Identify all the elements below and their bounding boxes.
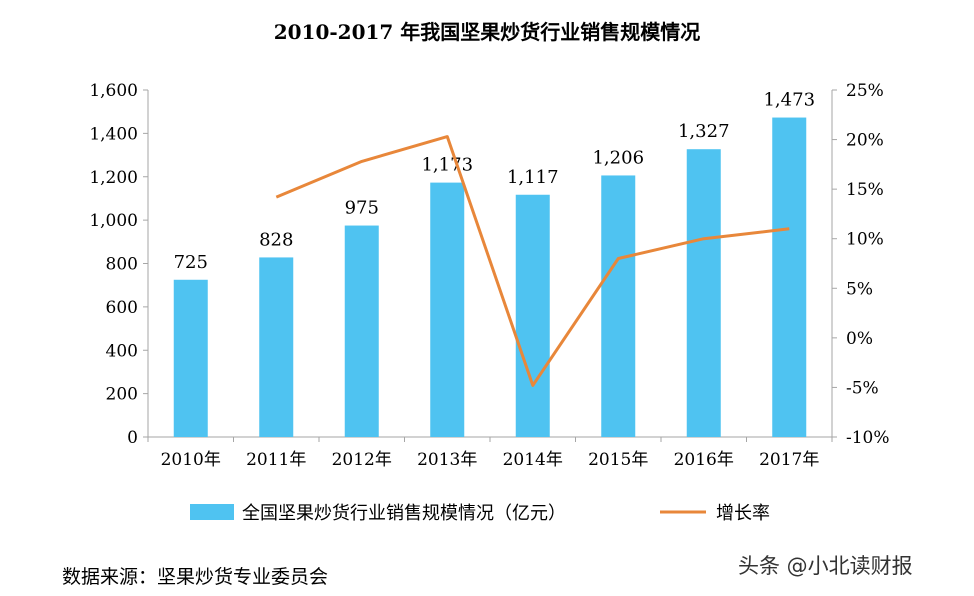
left-axis-tick-label: 0 xyxy=(127,428,138,448)
left-axis-tick-label: 600 xyxy=(106,298,138,318)
bar xyxy=(344,225,379,437)
watermark: 头条 @小北读财报 xyxy=(738,554,913,578)
bar xyxy=(686,149,721,437)
bar-data-label: 1,206 xyxy=(592,147,644,168)
bar xyxy=(515,194,550,437)
legend-bar-swatch xyxy=(190,504,234,520)
legend-line-label: 增长率 xyxy=(716,503,770,524)
bar-data-label: 1,473 xyxy=(763,90,815,111)
bar-data-label: 975 xyxy=(345,198,379,219)
bar-data-label: 828 xyxy=(259,229,293,250)
right-axis-tick-label: 10% xyxy=(846,230,884,250)
x-axis-tick-label: 2016年 xyxy=(674,450,734,470)
left-axis-tick-label: 1,600 xyxy=(89,81,138,101)
legend-bar-label: 全国坚果炒货行业销售规模情况（亿元） xyxy=(242,503,566,524)
bar-data-label: 725 xyxy=(174,252,208,273)
bar-data-label: 1,327 xyxy=(678,121,730,142)
x-axis-tick-label: 2012年 xyxy=(332,450,392,470)
bar xyxy=(259,257,294,437)
bar-data-label: 1,117 xyxy=(507,167,559,188)
chart-title: 2010-2017 年我国坚果炒货行业销售规模情况 xyxy=(273,20,701,44)
x-axis-tick-label: 2014年 xyxy=(503,450,563,470)
right-axis-tick-label: 15% xyxy=(846,180,884,200)
left-axis-tick-label: 1,400 xyxy=(89,124,138,144)
x-axis-tick-label: 2010年 xyxy=(161,450,221,470)
right-axis-tick-label: 20% xyxy=(846,131,884,151)
left-axis-tick-label: 1,200 xyxy=(89,168,138,188)
growth-rate-line xyxy=(275,135,790,387)
right-axis-tick-label: -5% xyxy=(846,378,879,398)
bar xyxy=(430,182,465,437)
bar-data-label: 1,173 xyxy=(421,155,473,176)
right-axis-tick-label: 25% xyxy=(846,81,884,101)
bar xyxy=(601,175,636,438)
left-axis-tick-label: 800 xyxy=(106,255,138,275)
right-axis-tick-label: 0% xyxy=(846,329,873,349)
left-axis-tick-label: 1,000 xyxy=(89,211,138,231)
x-axis-tick-label: 2015年 xyxy=(588,450,648,470)
source-note: 数据来源：坚果炒货专业委员会 xyxy=(62,566,329,588)
bar xyxy=(772,117,807,437)
left-axis-tick-label: 400 xyxy=(106,341,138,361)
x-axis-tick-label: 2017年 xyxy=(759,450,819,470)
right-axis-tick-label: 5% xyxy=(846,279,873,299)
x-axis-tick-label: 2013年 xyxy=(417,450,477,470)
bar xyxy=(173,279,208,437)
left-axis-tick-label: 200 xyxy=(106,385,138,405)
right-axis-tick-label: -10% xyxy=(846,428,890,448)
x-axis-tick-label: 2011年 xyxy=(246,450,306,470)
